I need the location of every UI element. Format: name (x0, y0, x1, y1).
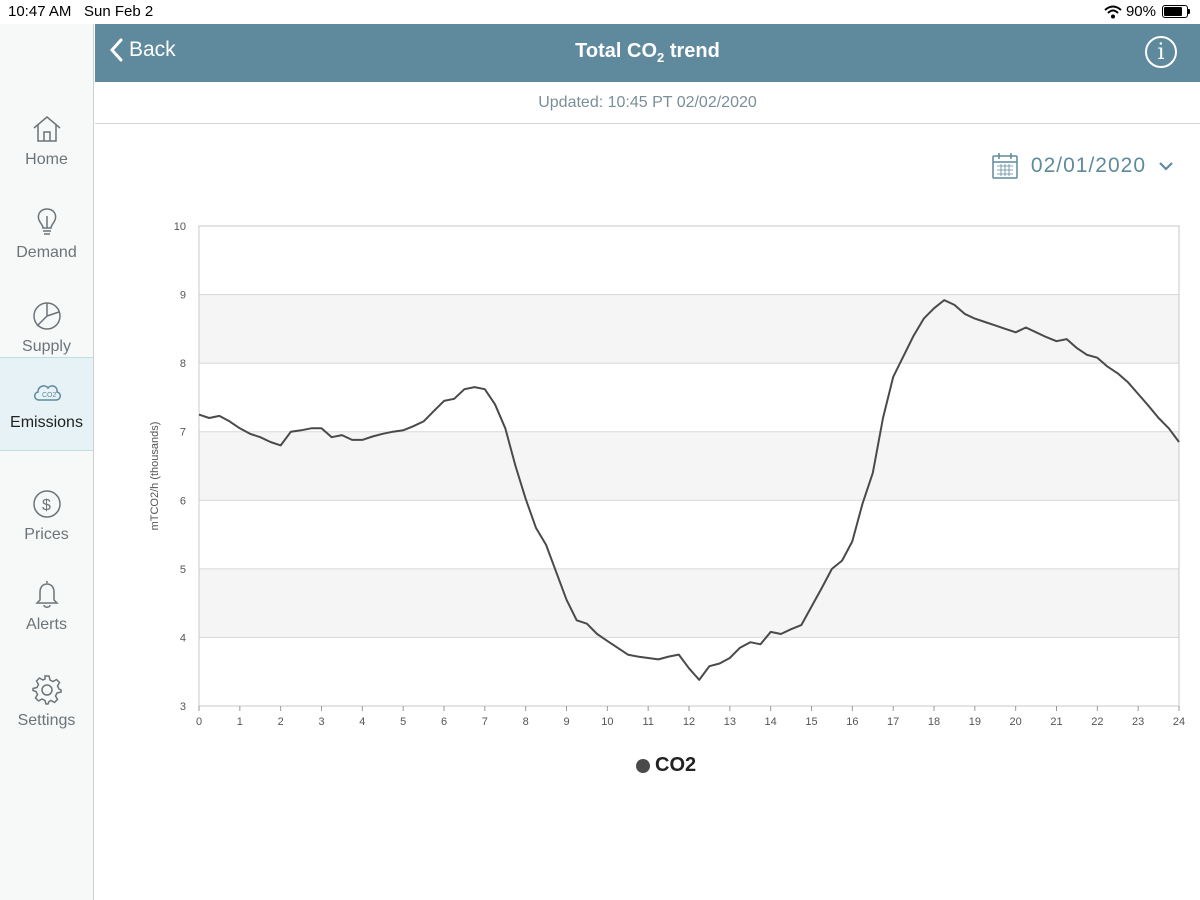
plot-band (199, 363, 1179, 432)
y-tick-label: 6 (180, 495, 186, 507)
battery-percent: 90% (1125, 3, 1156, 20)
back-button[interactable]: Back (109, 38, 176, 62)
back-label: Back (129, 38, 176, 61)
sidebar-item-demand[interactable]: Demand (0, 188, 93, 280)
y-tick-label: 8 (180, 358, 186, 370)
sidebar-item-label: Supply (22, 338, 71, 355)
status-date: Sun Feb 2 (84, 3, 154, 20)
sidebar-item-label: Settings (17, 712, 76, 729)
calendar-icon (992, 153, 1018, 179)
status-time: 10:47 AM (8, 3, 72, 20)
chart-legend: CO2 (636, 754, 696, 777)
x-tick-label: 0 (196, 716, 202, 728)
x-tick-label: 21 (1050, 716, 1062, 728)
plot-band (199, 431, 1179, 501)
updated-timestamp: Updated: 10:45 PT 02/02/2020 (95, 82, 1200, 124)
x-tick-label: 1 (237, 716, 243, 728)
x-tick-label: 18 (928, 716, 940, 728)
sidebar-item-label: Home (25, 151, 68, 168)
svg-text:CO2: CO2 (42, 392, 57, 399)
y-tick-label: 5 (180, 564, 186, 576)
chevron-left-icon (109, 38, 123, 62)
x-tick-label: 24 (1173, 716, 1185, 728)
y-tick-label: 3 (180, 701, 186, 713)
info-button[interactable]: i (1145, 36, 1177, 68)
chevron-down-icon (1159, 162, 1173, 171)
y-tick-label: 7 (180, 427, 186, 439)
y-tick-label: 10 (174, 221, 186, 233)
wifi-icon (1104, 5, 1122, 18)
x-tick-label: 11 (642, 716, 653, 728)
x-tick-label: 2 (278, 716, 284, 728)
gear-icon (31, 675, 62, 705)
sidebar-item-label: Prices (24, 526, 69, 543)
sidebar-item-settings[interactable]: Settings (0, 656, 93, 748)
battery-fill (1164, 7, 1182, 16)
date-value: 02/01/2020 (1030, 154, 1146, 177)
plot-band (199, 500, 1179, 569)
y-tick-label: 4 (180, 632, 186, 644)
plot-band (199, 637, 1179, 706)
dollar-icon: $ (32, 490, 61, 518)
sidebar-item-home[interactable]: Home (0, 95, 93, 187)
sidebar-item-label: Demand (16, 244, 77, 261)
x-tick-label: 17 (887, 716, 899, 728)
x-tick-label: 9 (563, 716, 569, 728)
pie-chart-icon (32, 302, 61, 330)
home-icon (33, 116, 60, 142)
x-tick-label: 13 (724, 716, 736, 728)
date-picker[interactable]: 02/01/2020 (991, 152, 1174, 180)
bell-icon (34, 581, 59, 608)
status-right: 90% (1104, 3, 1190, 20)
lightbulb-icon (37, 208, 56, 235)
x-tick-label: 12 (683, 716, 695, 728)
x-tick-label: 19 (969, 716, 981, 728)
plot-band (199, 294, 1179, 364)
x-tick-label: 10 (601, 716, 613, 728)
plot-band (199, 568, 1179, 638)
app-header: Back Total CO2 trend i (95, 24, 1200, 82)
x-tick-label: 6 (441, 716, 447, 728)
info-icon: i (1157, 39, 1165, 65)
x-tick-label: 7 (482, 716, 488, 728)
page-title: Total CO2 trend (575, 40, 720, 65)
legend-marker (636, 758, 650, 773)
x-tick-label: 22 (1091, 716, 1103, 728)
y-axis-label: mTCO2/h (thousands) (149, 422, 161, 531)
x-tick-label: 3 (318, 716, 324, 728)
x-tick-label: 15 (805, 716, 817, 728)
sidebar-item-alerts[interactable]: Alerts (0, 560, 93, 652)
sidebar-item-emissions[interactable]: CO2 Emissions (0, 357, 93, 451)
x-tick-label: 5 (400, 716, 406, 728)
sidebar-item-label: Emissions (10, 414, 83, 431)
x-tick-label: 23 (1132, 716, 1144, 728)
battery-icon (1162, 5, 1190, 18)
plot-band (199, 226, 1179, 295)
sidebar: Home Demand Supply CO2 Emissions $ Price… (0, 24, 94, 900)
status-bar: 10:47 AM Sun Feb 2 90% (0, 0, 1200, 24)
sidebar-item-prices[interactable]: $ Prices (0, 470, 93, 562)
x-tick-label: 8 (523, 716, 529, 728)
x-tick-label: 16 (846, 716, 858, 728)
x-tick-label: 20 (1010, 716, 1022, 728)
y-tick-label: 9 (180, 290, 186, 302)
sidebar-item-supply[interactable]: Supply (0, 282, 93, 374)
sidebar-item-label: Alerts (26, 616, 67, 633)
co2-cloud-icon: CO2 (33, 385, 61, 401)
svg-text:$: $ (42, 497, 51, 514)
legend-label: CO2 (655, 754, 697, 776)
x-tick-label: 14 (765, 716, 777, 728)
x-tick-label: 4 (359, 716, 365, 728)
series-line-co2 (198, 299, 1180, 681)
